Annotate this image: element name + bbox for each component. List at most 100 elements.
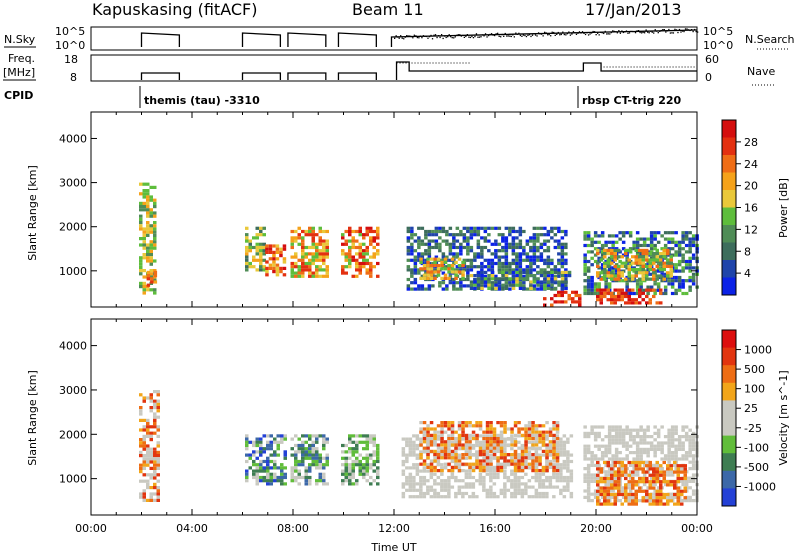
heatmap-cell (297, 226, 301, 230)
heatmap-cell (550, 297, 554, 301)
heatmap-cell (485, 495, 490, 499)
heatmap-cell (376, 252, 380, 256)
nsearch-point (418, 37, 420, 39)
heatmap-cell (422, 437, 427, 441)
heatmap-cell (252, 453, 256, 457)
heatmap-cell (457, 264, 462, 268)
heatmap-cell (499, 453, 504, 457)
heatmap-cell (645, 277, 649, 281)
heatmap-cell (492, 430, 497, 434)
heatmap-cell (290, 229, 294, 234)
heatmap-cell (641, 274, 645, 278)
heatmap-cell (376, 236, 380, 240)
heatmap-cell (489, 453, 493, 457)
nsearch-point (559, 34, 561, 36)
heatmap-cell (297, 268, 301, 272)
heatmap-cell (410, 233, 414, 237)
heatmap-cell (348, 255, 352, 259)
heatmap-cell (557, 268, 561, 272)
heatmap-cell (464, 475, 469, 480)
heatmap-cell (610, 476, 614, 481)
heatmap-cell (659, 499, 663, 503)
nsearch-point (580, 32, 582, 34)
colorbar-tick-label: -1000 (744, 480, 776, 493)
heatmap-cell (422, 462, 427, 466)
heatmap-cell (662, 252, 666, 256)
heatmap-cell (308, 479, 312, 483)
heatmap-cell (504, 255, 509, 259)
heatmap-cell (529, 274, 533, 278)
heatmap-cell (566, 482, 570, 486)
heatmap-cell (562, 475, 567, 480)
heatmap-cell (415, 495, 420, 499)
heatmap-cell (426, 485, 430, 489)
heatmap-cell (471, 482, 476, 486)
heatmap-cell (620, 255, 624, 259)
heatmap-cell (420, 242, 425, 246)
heatmap-cell (153, 201, 157, 205)
heatmap-cell (611, 441, 615, 445)
heatmap-cell (681, 253, 685, 257)
heatmap-cell (550, 280, 554, 284)
heatmap-cell (489, 437, 493, 441)
heatmap-cell (146, 253, 150, 257)
heatmap-cell (511, 268, 516, 272)
heatmap-cell (469, 233, 474, 237)
heatmap-cell (641, 248, 645, 252)
heatmap-cell (688, 266, 692, 270)
heatmap-cell (515, 252, 519, 256)
heatmap-cell (691, 275, 696, 280)
heatmap-cell (494, 261, 498, 266)
heatmap-cell (464, 437, 469, 441)
heatmap-cell (638, 301, 642, 305)
heatmap-cell (483, 258, 488, 262)
heatmap-cell (510, 472, 514, 476)
heatmap-cell (670, 473, 675, 477)
heatmap-cell (557, 271, 561, 275)
heatmap-cell (684, 250, 689, 254)
heatmap-cell (527, 427, 532, 431)
heatmap-cell (149, 447, 153, 451)
heatmap-cell (248, 242, 252, 246)
heatmap-cell (524, 485, 528, 489)
heatmap-cell (618, 438, 622, 442)
heatmap-cell (369, 226, 373, 230)
heatmap-cell (419, 260, 423, 264)
heatmap-cell (620, 261, 624, 265)
heatmap-cell (545, 479, 549, 483)
heatmap-cell (666, 248, 670, 252)
heatmap-cell (344, 239, 348, 243)
nsearch-point (630, 30, 632, 33)
heatmap-cell (604, 470, 608, 474)
heatmap-cell (634, 301, 638, 305)
heatmap-cell (146, 214, 150, 218)
heatmap-cell (290, 447, 294, 451)
heatmap-cell (440, 440, 444, 444)
heatmap-cell (531, 462, 535, 466)
heatmap-cell (344, 443, 348, 448)
heatmap-cell (358, 249, 362, 253)
heatmap-cell (308, 245, 312, 250)
nsearch-point (471, 35, 473, 38)
heatmap-cell (518, 245, 523, 250)
heatmap-cell (628, 428, 633, 432)
heatmap-cell (659, 486, 663, 490)
heatmap-cell (142, 428, 146, 432)
heatmap-cell (436, 469, 441, 473)
heatmap-cell (632, 441, 636, 445)
heatmap-cell (646, 451, 650, 455)
heatmap-cell (410, 268, 414, 272)
colorbar-tick-label: 100 (744, 383, 765, 396)
heatmap-cell (311, 456, 315, 460)
heatmap-cell (656, 435, 661, 439)
heatmap-cell (315, 482, 319, 486)
heatmap-cell (440, 482, 444, 486)
heatmap-cell (683, 464, 687, 468)
nsearch-point (468, 36, 470, 38)
heatmap-cell (590, 250, 594, 254)
heatmap-cell (552, 495, 556, 499)
heatmap-cell (468, 446, 472, 450)
heatmap-cell (489, 491, 493, 496)
heatmap-cell (518, 233, 523, 237)
heatmap-cell (457, 433, 462, 437)
